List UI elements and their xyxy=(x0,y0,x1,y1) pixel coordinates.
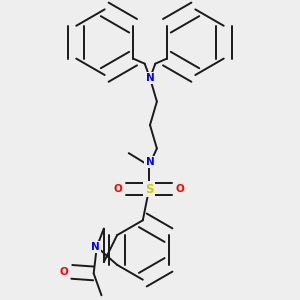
Text: S: S xyxy=(145,183,153,196)
Text: N: N xyxy=(146,157,154,167)
Text: N: N xyxy=(91,242,100,252)
Text: O: O xyxy=(60,267,68,277)
Text: O: O xyxy=(176,184,185,194)
Text: N: N xyxy=(146,73,154,83)
Text: O: O xyxy=(113,184,122,194)
